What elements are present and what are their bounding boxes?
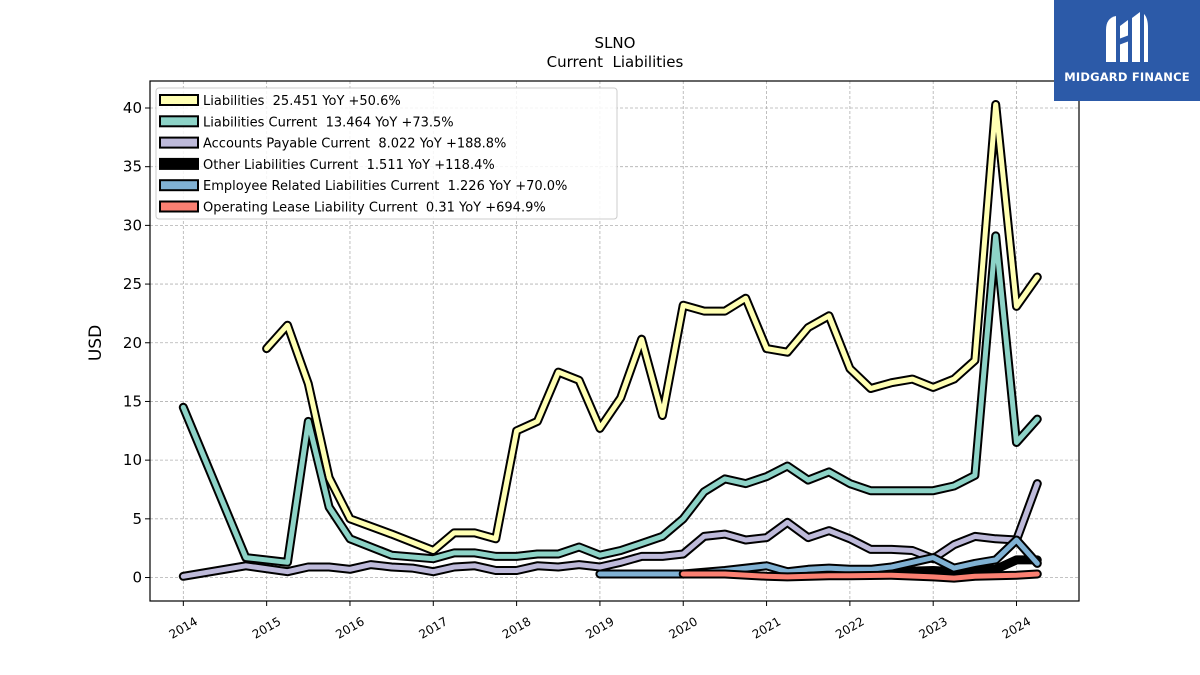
plot-frame	[149, 80, 1080, 602]
legend-label: Liabilities 25.451 YoY +50.6%	[203, 94, 401, 109]
midgard-finance-logo: MIDGARD FINANCE	[1054, 0, 1200, 101]
y-tick-label: 40	[123, 99, 142, 117]
x-tick-label: 2020	[667, 614, 700, 641]
y-tick-label: 10	[123, 451, 142, 469]
legend-swatch	[159, 94, 199, 106]
y-tick-label: 15	[123, 392, 142, 410]
y-tick-label: 35	[123, 158, 142, 176]
x-tick-label: 2018	[500, 614, 533, 641]
x-tick-label: 2014	[167, 614, 200, 641]
x-tick-label: 2021	[750, 614, 783, 641]
y-axis-label: USD	[86, 325, 106, 361]
series-line-5	[680, 571, 1040, 581]
x-tick-label: 2016	[333, 614, 366, 641]
x-tick-label: 2019	[583, 614, 616, 641]
y-tick-label: 25	[123, 275, 142, 293]
y-tick-label: 20	[123, 334, 142, 352]
y-tick-label: 30	[123, 216, 142, 234]
y-tick-label: 0	[132, 569, 142, 587]
legend-label: Operating Lease Liability Current 0.31 Y…	[203, 201, 546, 216]
legend-box	[155, 87, 618, 220]
legend-label: Employee Related Liabilities Current 1.2…	[203, 179, 567, 194]
x-tick-label: 2017	[417, 614, 450, 641]
x-tick-label: 2024	[1000, 614, 1033, 641]
series-line-2	[180, 481, 1040, 579]
logo-text: MIDGARD FINANCE	[1064, 70, 1190, 84]
y-tick-label: 5	[132, 510, 142, 528]
midgard-logo-icon	[1106, 12, 1148, 62]
legend-label: Other Liabilities Current 1.511 YoY +118…	[203, 158, 495, 173]
series-line-0	[264, 102, 1040, 553]
x-tick-label: 2015	[250, 614, 283, 641]
legend-swatch	[159, 115, 199, 128]
legend-label: Accounts Payable Current 8.022 YoY +188.…	[203, 137, 506, 152]
x-tick-label: 2023	[916, 614, 949, 641]
chart-subtitle: Current Liabilities	[547, 53, 684, 71]
legend-label: Liabilities Current 13.464 YoY +73.5%	[203, 115, 454, 130]
legend-swatch	[159, 157, 199, 170]
chart-title: SLNO	[595, 34, 636, 52]
legend-swatch	[159, 136, 199, 149]
legend-swatch	[159, 200, 199, 213]
x-tick-label: 2022	[833, 614, 866, 641]
legend-swatch	[159, 179, 199, 192]
series-line-4	[597, 537, 1040, 577]
legend: Liabilities 25.451 YoY +50.6% Liabilities…	[155, 87, 618, 220]
series-line-1	[180, 233, 1040, 565]
